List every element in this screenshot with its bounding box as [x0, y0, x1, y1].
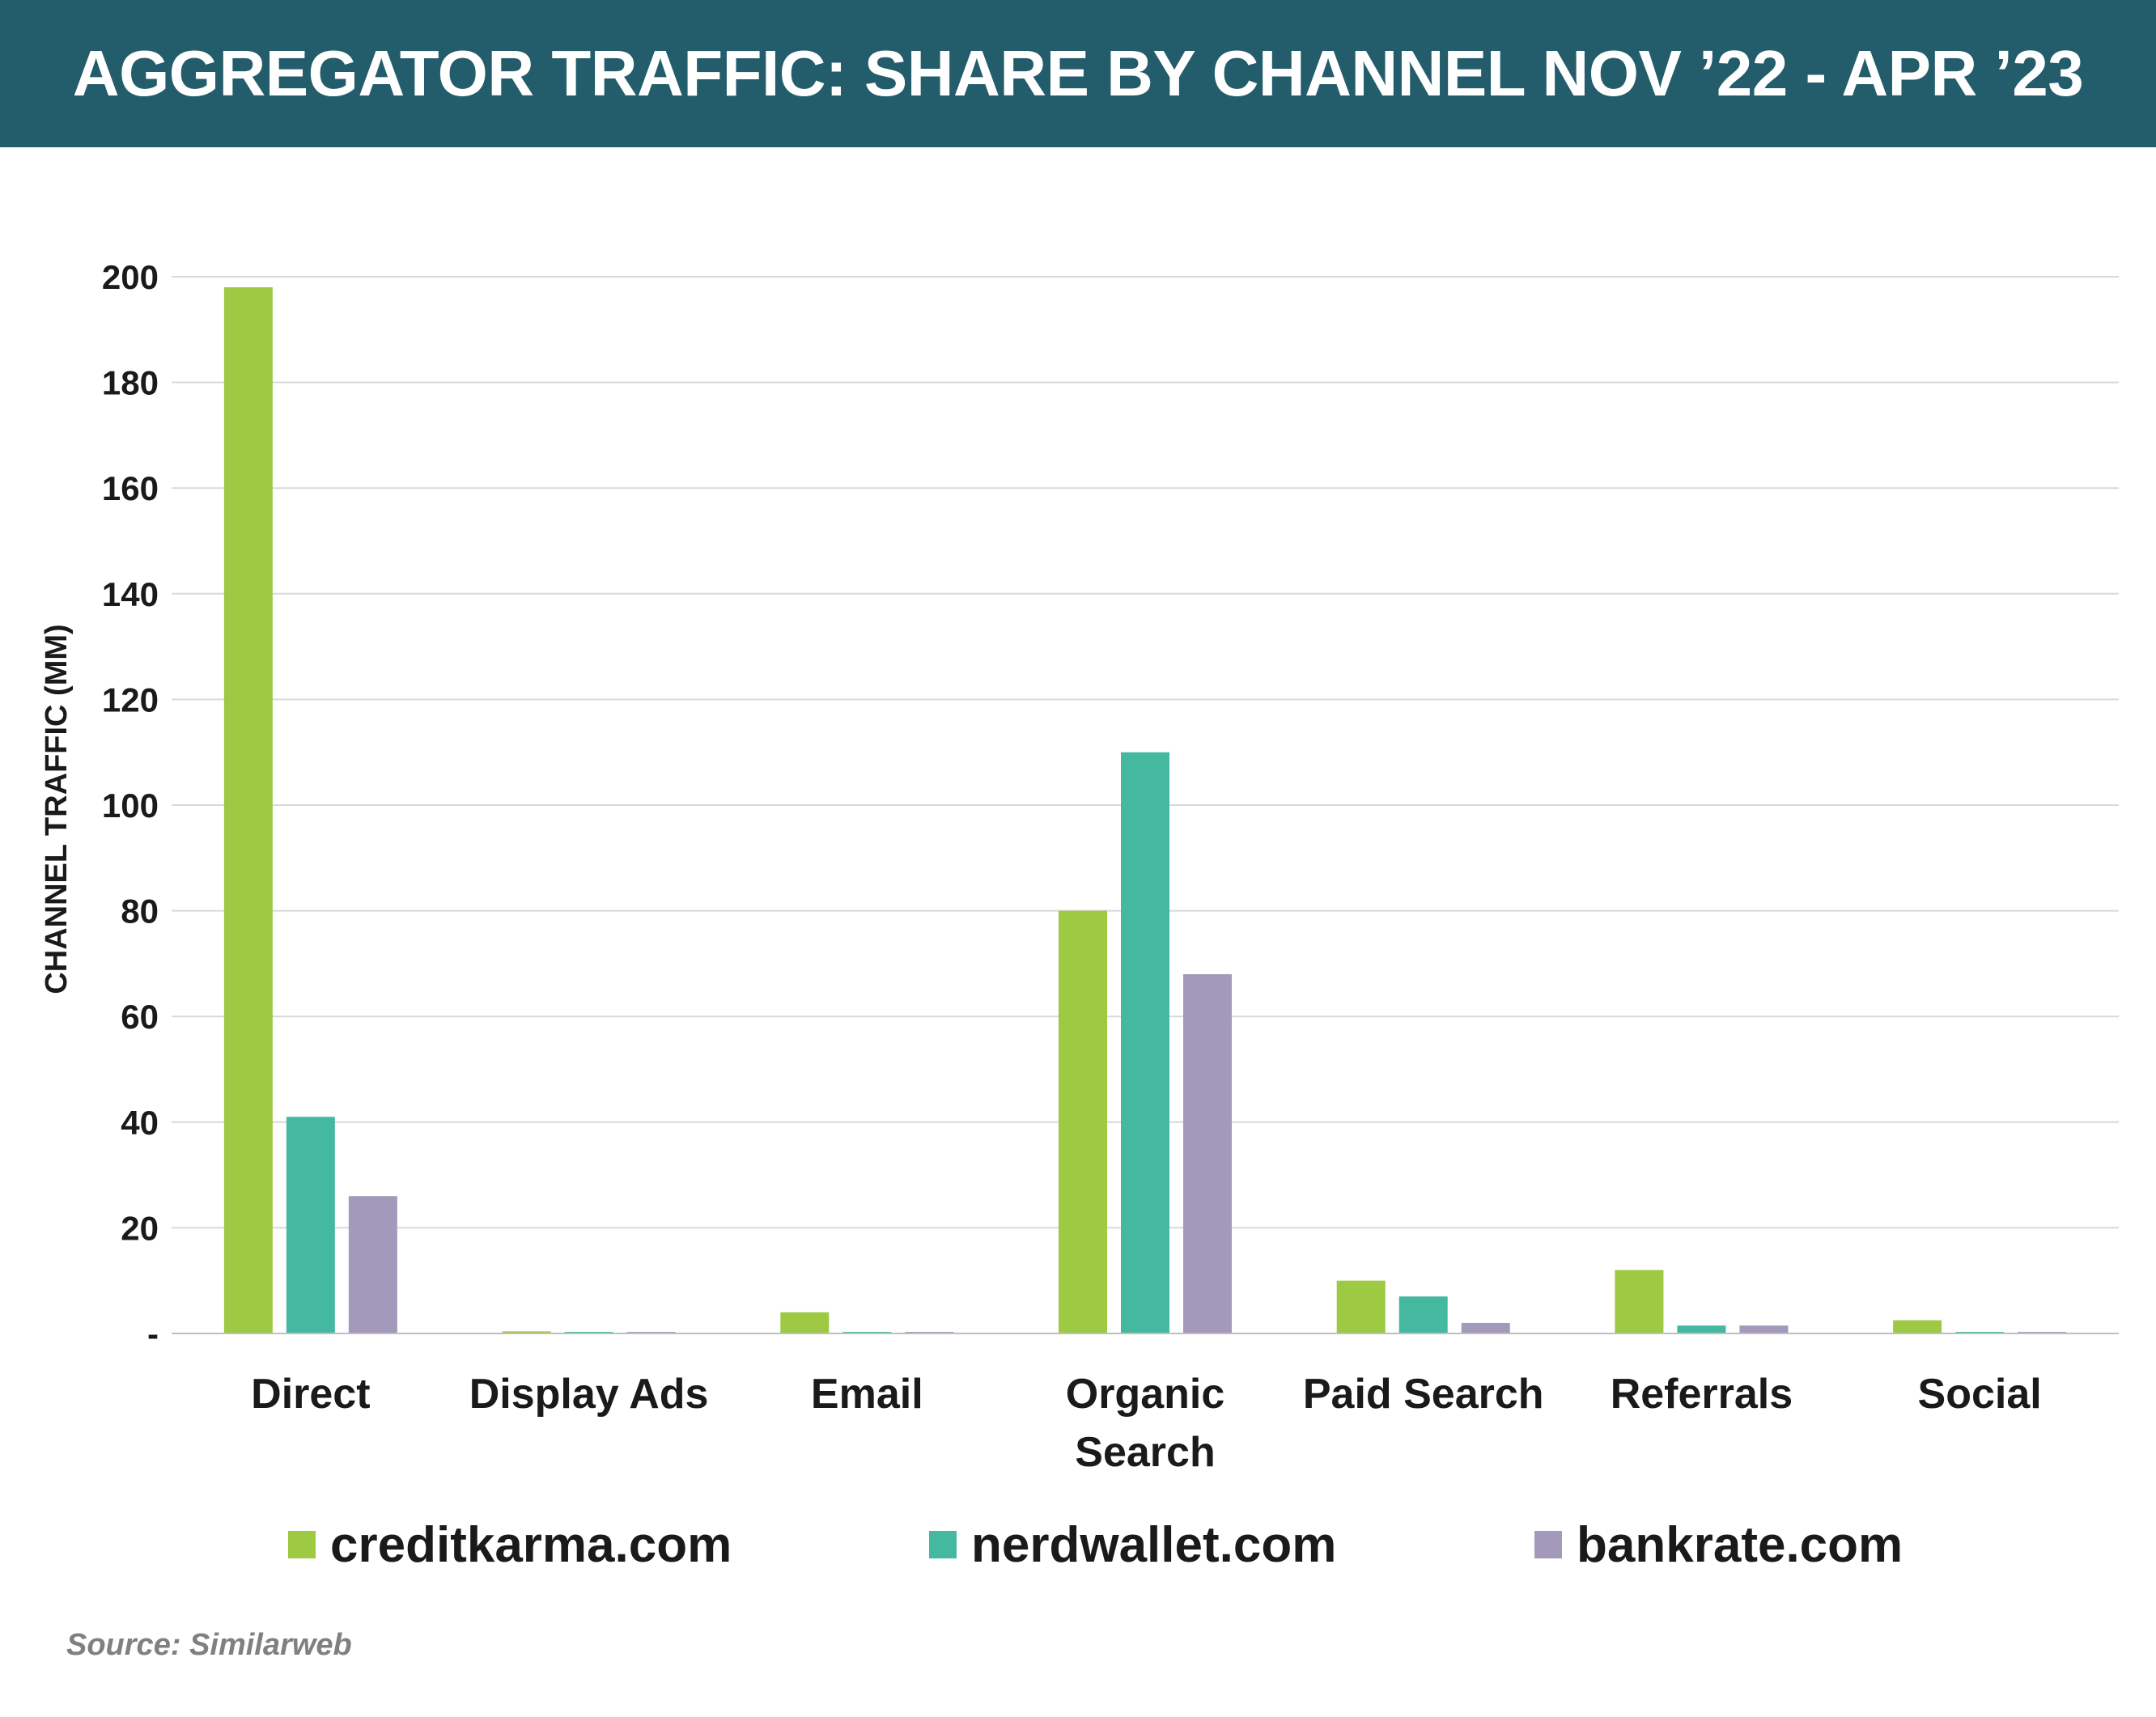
x-category-label: Organic — [1066, 1371, 1225, 1418]
x-category-label: Search — [1075, 1429, 1215, 1476]
legend-label: creditkarma.com — [330, 1517, 732, 1573]
bar — [1398, 1296, 1448, 1333]
bar — [502, 1331, 551, 1333]
bar — [1336, 1280, 1386, 1333]
y-tick-label: 60 — [121, 998, 159, 1036]
bar — [1183, 973, 1232, 1333]
bar — [1893, 1320, 1942, 1333]
bar — [223, 287, 273, 1333]
chart-title: AGGREGATOR TRAFFIC: SHARE BY CHANNEL NOV… — [72, 37, 2084, 109]
bar — [1739, 1325, 1789, 1333]
y-tick-label: 180 — [102, 364, 159, 402]
x-axis-categories: Direct Display Ads Email Organic Search Paid … — [251, 1371, 2042, 1476]
x-category-label: Social — [1918, 1371, 2042, 1418]
y-axis-ticks: - 20 40 60 80 100 120 140 160 180 200 — [102, 258, 159, 1353]
y-tick-label: 160 — [102, 469, 159, 507]
y-tick-label: 200 — [102, 258, 159, 296]
bar — [1461, 1322, 1510, 1333]
bar — [1121, 752, 1169, 1333]
x-category-label: Display Ads — [469, 1371, 709, 1418]
x-category-label: Direct — [251, 1371, 370, 1418]
y-tick-label: 140 — [102, 575, 159, 613]
legend-label: nerdwallet.com — [971, 1517, 1336, 1573]
y-tick-label: - — [147, 1315, 159, 1353]
legend-swatch — [1534, 1531, 1562, 1558]
bar — [1615, 1270, 1664, 1333]
legend-swatch — [288, 1531, 316, 1558]
bar — [348, 1196, 397, 1333]
y-tick-label: 40 — [121, 1104, 159, 1142]
x-category-label: Referrals — [1611, 1371, 1793, 1418]
bar — [1677, 1325, 1726, 1333]
bar — [780, 1312, 830, 1333]
source-note: Source: Similarweb — [66, 1628, 352, 1662]
y-axis-label: CHANNEL TRAFFIC (MM) — [40, 624, 74, 994]
bar — [286, 1117, 335, 1333]
title-bar: AGGREGATOR TRAFFIC: SHARE BY CHANNEL NOV… — [0, 0, 2156, 147]
legend-label: bankrate.com — [1577, 1517, 1903, 1573]
legend: creditkarma.com nerdwallet.com bankrate.co… — [288, 1517, 1903, 1573]
y-tick-label: 100 — [102, 786, 159, 825]
x-category-label: Paid Search — [1303, 1371, 1544, 1418]
x-category-label: Email — [811, 1371, 923, 1418]
bar — [1059, 910, 1107, 1333]
y-tick-label: 80 — [121, 892, 159, 931]
bars — [223, 287, 2067, 1333]
y-tick-label: 120 — [102, 680, 159, 719]
legend-swatch — [929, 1531, 957, 1558]
y-tick-label: 20 — [121, 1209, 159, 1247]
